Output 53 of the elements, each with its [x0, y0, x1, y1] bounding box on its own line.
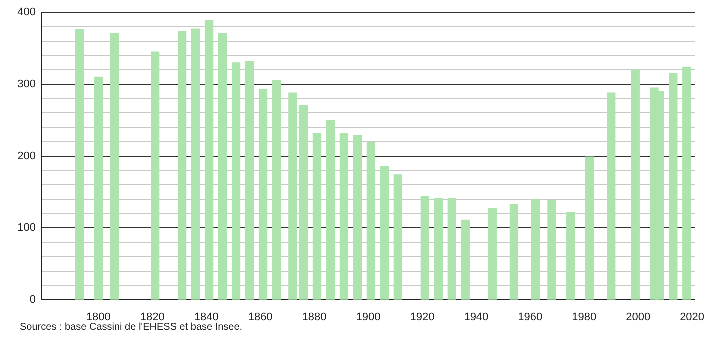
- bar: [191, 28, 200, 300]
- x-tick-label: 1920: [410, 312, 435, 324]
- bar: [299, 104, 308, 300]
- bar: [607, 92, 616, 300]
- bar: [94, 76, 103, 300]
- bar: [326, 120, 336, 300]
- bar: [288, 92, 298, 300]
- bar: [353, 135, 362, 300]
- bar: [204, 20, 214, 300]
- x-tick-label: 1960: [518, 312, 543, 324]
- bar: [110, 33, 120, 300]
- y-tick-label: 300: [18, 78, 36, 90]
- bar: [366, 142, 376, 300]
- x-tick-label: 1800: [86, 312, 111, 324]
- bar: [75, 30, 84, 300]
- x-tick-label: 1820: [140, 312, 165, 324]
- bar: [245, 61, 254, 300]
- x-tick-label: 2000: [626, 312, 651, 324]
- bar: [272, 80, 282, 300]
- y-tick-label: 0: [30, 294, 36, 306]
- bar: [178, 30, 187, 300]
- bar: [420, 196, 430, 300]
- bar: [631, 70, 640, 300]
- bar: [682, 66, 692, 300]
- bar: [312, 132, 322, 300]
- bar: [434, 198, 443, 300]
- x-tick-label: 1900: [356, 312, 381, 324]
- bar: [340, 132, 349, 300]
- x-tick-label: 1840: [194, 312, 219, 324]
- bar: [585, 156, 594, 300]
- source-note: Sources : base Cassini de l'EHESS et base Insee.: [20, 322, 243, 333]
- bar: [461, 220, 470, 300]
- bar: [548, 200, 556, 300]
- x-tick-label: 1980: [572, 312, 597, 324]
- x-tick-label: 2020: [680, 312, 705, 324]
- x-tick-label: 1880: [302, 312, 327, 324]
- bar: [448, 198, 456, 300]
- bar: [488, 208, 497, 300]
- y-tick-label: 200: [18, 150, 36, 162]
- bar: [531, 199, 540, 300]
- bar: [232, 62, 241, 300]
- x-tick-label: 1940: [464, 312, 489, 324]
- bar: [394, 174, 403, 300]
- bar: [510, 204, 519, 300]
- bar: [669, 73, 678, 300]
- bar: [258, 89, 268, 300]
- bar: [380, 166, 390, 300]
- bar: [566, 212, 576, 300]
- x-tick-label: 1860: [248, 312, 273, 324]
- y-tick-label: 100: [18, 222, 36, 234]
- bar: [151, 52, 160, 300]
- y-tick-label: 400: [18, 6, 36, 19]
- bar: [218, 33, 228, 300]
